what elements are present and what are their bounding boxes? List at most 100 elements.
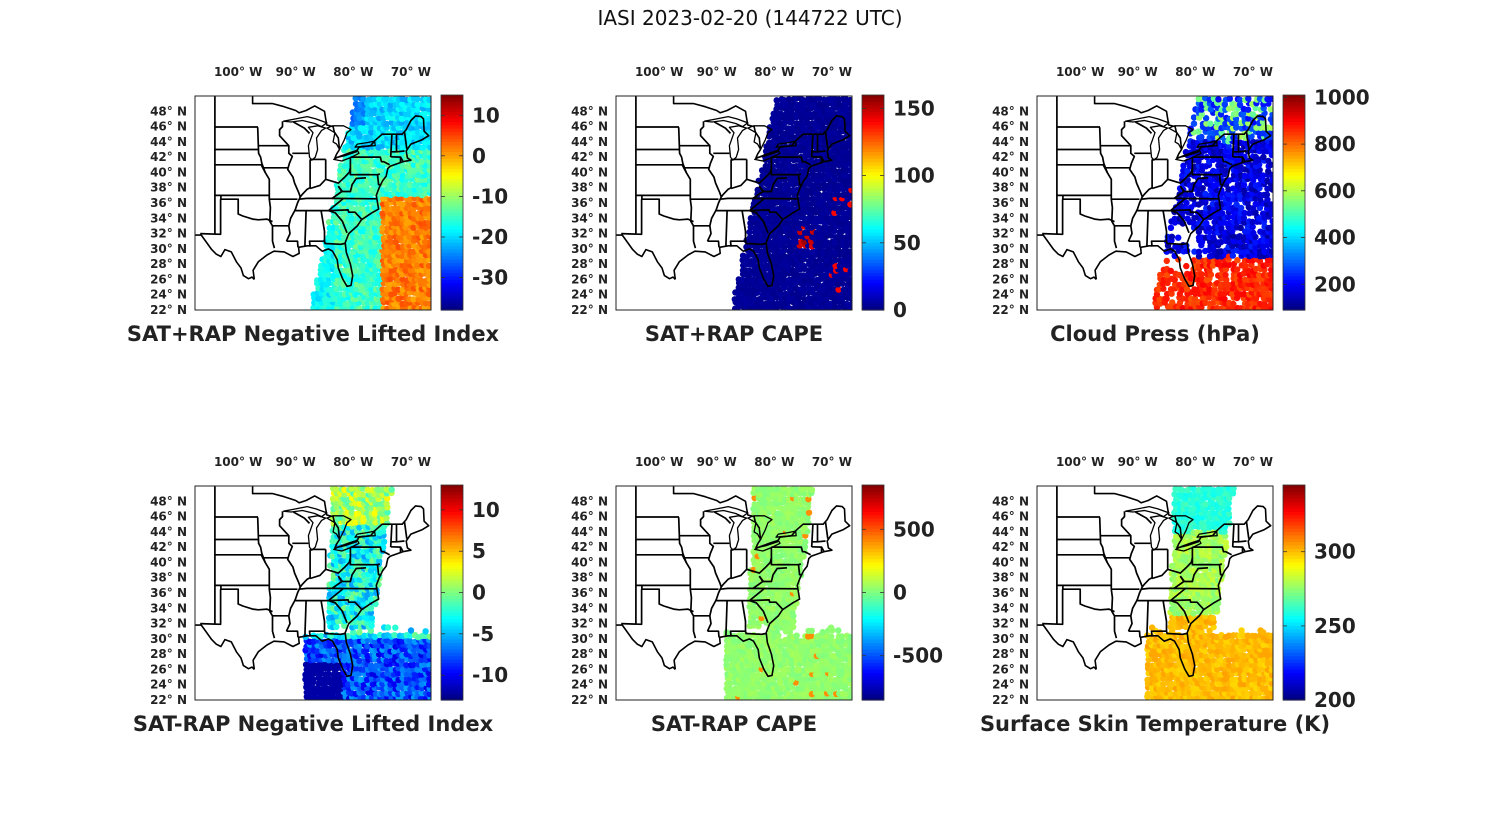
latitude-label: 48° N bbox=[150, 104, 187, 118]
latitude-label: 30° N bbox=[571, 242, 608, 256]
swath-data-points bbox=[302, 486, 431, 700]
latitude-label: 32° N bbox=[571, 227, 608, 241]
latitude-label: 22° N bbox=[150, 693, 187, 707]
latitude-label: 44° N bbox=[150, 525, 187, 539]
longitude-label: 80° W bbox=[1175, 65, 1215, 79]
latitude-label: 38° N bbox=[571, 181, 608, 195]
panel-title: Cloud Press (hPa) bbox=[1050, 322, 1260, 346]
latitude-label: 26° N bbox=[992, 662, 1029, 676]
longitude-label: 70° W bbox=[812, 65, 852, 79]
map-area bbox=[195, 486, 431, 700]
latitude-label: 42° N bbox=[992, 150, 1029, 164]
longitude-label: 80° W bbox=[333, 455, 373, 469]
latitude-label: 22° N bbox=[992, 693, 1029, 707]
longitude-label: 100° W bbox=[214, 455, 262, 469]
state-boundaries bbox=[1037, 96, 1272, 288]
colorbar-tick-label: 1000 bbox=[1314, 85, 1370, 109]
panel-title: SAT-RAP CAPE bbox=[651, 712, 817, 736]
longitude-label: 100° W bbox=[1056, 65, 1104, 79]
latitude-label: 28° N bbox=[150, 257, 187, 271]
colorbar: 10 5 0 -5 -10 bbox=[440, 484, 508, 701]
latitude-label: 32° N bbox=[992, 227, 1029, 241]
longitude-label: 90° W bbox=[697, 455, 737, 469]
state-boundaries bbox=[616, 486, 851, 678]
panel-title: Surface Skin Temperature (K) bbox=[980, 712, 1330, 736]
longitude-label: 100° W bbox=[635, 455, 683, 469]
longitude-label: 70° W bbox=[1233, 65, 1273, 79]
longitude-label: 70° W bbox=[391, 455, 431, 469]
colorbar: 150 100 50 0 bbox=[861, 94, 935, 322]
latitude-label: 22° N bbox=[150, 303, 187, 317]
latitude-label: 42° N bbox=[571, 150, 608, 164]
latitude-label: 38° N bbox=[992, 181, 1029, 195]
map-panel-5: 100° W 90° W 80° W 70° W 48° N 46° N44° N42° … bbox=[571, 455, 943, 736]
colorbar-tick-label: 400 bbox=[1314, 226, 1356, 250]
latitude-label: 34° N bbox=[571, 601, 608, 615]
latitude-label: 26° N bbox=[150, 272, 187, 286]
colorbar-tick-label: 300 bbox=[1314, 540, 1356, 564]
latitude-label: 30° N bbox=[992, 242, 1029, 256]
latitude-label: 40° N bbox=[150, 555, 187, 569]
latitude-label: 36° N bbox=[150, 196, 187, 210]
colorbar-tick-label: -10 bbox=[472, 184, 508, 208]
latitude-label: 22° N bbox=[571, 303, 608, 317]
swath-data-points bbox=[723, 486, 852, 700]
map-panel-2: 100° W 90° W 80° W 70° W 48° N 46° N44° N42° … bbox=[571, 65, 935, 346]
state-boundaries bbox=[195, 96, 430, 288]
map-frame bbox=[615, 485, 853, 701]
latitude-label: 44° N bbox=[571, 135, 608, 149]
map-frame bbox=[194, 485, 432, 701]
latitude-label: 46° N bbox=[571, 120, 608, 134]
map-area bbox=[195, 96, 431, 310]
latitude-label: 40° N bbox=[992, 555, 1029, 569]
latitude-label: 36° N bbox=[992, 196, 1029, 210]
latitude-label: 38° N bbox=[150, 571, 187, 585]
colorbar-tick-label: -5 bbox=[472, 622, 494, 646]
panel-title: SAT+RAP CAPE bbox=[645, 322, 823, 346]
latitude-label: 36° N bbox=[571, 196, 608, 210]
latitude-label: 42° N bbox=[150, 150, 187, 164]
latitude-label: 40° N bbox=[571, 555, 608, 569]
latitude-label: 24° N bbox=[992, 678, 1029, 692]
colorbar-tick-label: 150 bbox=[893, 96, 935, 120]
latitude-label: 32° N bbox=[571, 617, 608, 631]
latitude-label: 48° N bbox=[571, 104, 608, 118]
longitude-label: 70° W bbox=[391, 65, 431, 79]
colorbar-tick-label: -500 bbox=[893, 644, 943, 668]
longitude-label: 90° W bbox=[276, 455, 316, 469]
latitude-label: 32° N bbox=[150, 617, 187, 631]
latitude-label: 34° N bbox=[150, 211, 187, 225]
latitude-label: 42° N bbox=[992, 540, 1029, 554]
longitude-label: 80° W bbox=[754, 65, 794, 79]
latitude-label: 42° N bbox=[150, 540, 187, 554]
latitude-label: 34° N bbox=[992, 601, 1029, 615]
colorbar-tick-label: 0 bbox=[472, 581, 486, 605]
latitude-label: 30° N bbox=[571, 632, 608, 646]
latitude-label: 38° N bbox=[571, 571, 608, 585]
state-boundaries bbox=[616, 96, 851, 288]
map-panel-3: 100° W 90° W 80° W 70° W 48° N 46° N44° N42° … bbox=[992, 65, 1370, 346]
longitude-label: 80° W bbox=[754, 455, 794, 469]
latitude-label: 36° N bbox=[992, 586, 1029, 600]
colorbar-tick-label: 200 bbox=[1314, 688, 1356, 712]
latitude-label: 34° N bbox=[571, 211, 608, 225]
latitude-label: 24° N bbox=[571, 678, 608, 692]
colorbar: 1000 800 600 400 200 bbox=[1282, 85, 1370, 311]
map-panel-1: 100° W 90° W 80° W 70° W 48° N 46° N44° N42° … bbox=[127, 65, 508, 346]
latitude-label: 46° N bbox=[150, 510, 187, 524]
latitude-label: 40° N bbox=[150, 165, 187, 179]
latitude-label: 36° N bbox=[571, 586, 608, 600]
panel-title: SAT-RAP Negative Lifted Index bbox=[133, 712, 494, 736]
latitude-label: 26° N bbox=[150, 662, 187, 676]
state-boundaries bbox=[1037, 486, 1272, 678]
colorbar-tick-label: 50 bbox=[893, 231, 921, 255]
latitude-label: 32° N bbox=[992, 617, 1029, 631]
page-title: IASI 2023-02-20 (144722 UTC) bbox=[597, 6, 903, 30]
latitude-label: 22° N bbox=[992, 303, 1029, 317]
latitude-label: 48° N bbox=[150, 494, 187, 508]
longitude-label: 90° W bbox=[1118, 65, 1158, 79]
longitude-label: 80° W bbox=[333, 65, 373, 79]
latitude-label: 26° N bbox=[571, 272, 608, 286]
latitude-label: 48° N bbox=[992, 104, 1029, 118]
longitude-label: 90° W bbox=[697, 65, 737, 79]
